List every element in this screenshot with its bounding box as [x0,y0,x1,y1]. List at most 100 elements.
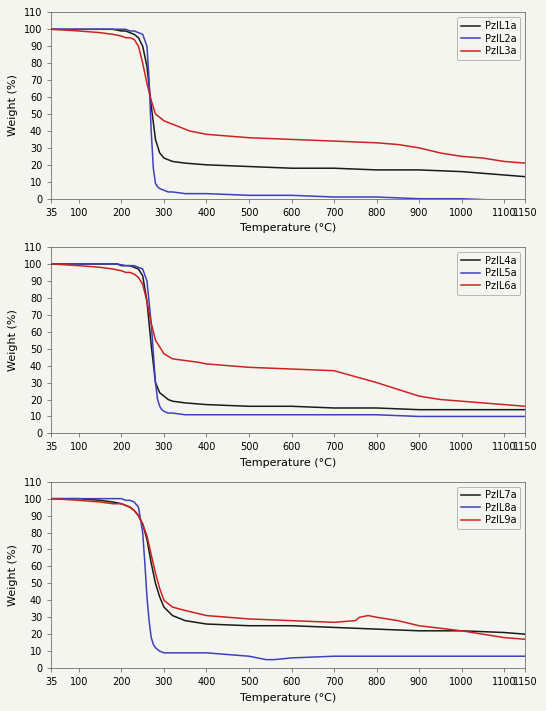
PzIL8a [141,559,148,567]
PzIL1a [157,149,163,157]
PzIL3a [501,157,507,166]
PzIL6a [437,395,443,404]
PzIL4a [203,400,210,409]
PzIL9a [127,503,133,511]
PzIL7a [501,629,507,637]
PzIL9a [152,569,159,577]
Line: PzIL3a: PzIL3a [51,29,525,163]
PzIL3a [127,33,133,42]
PzIL6a [97,263,103,272]
PzIL8a [135,503,142,511]
PzIL2a [127,27,133,36]
Line: PzIL9a: PzIL9a [51,498,525,639]
PzIL5a [331,410,337,419]
PzIL5a [182,410,188,419]
PzIL8a [114,494,121,503]
PzIL4a [416,405,423,414]
X-axis label: Temperature (°C): Temperature (°C) [240,223,336,233]
X-axis label: Temperature (°C): Temperature (°C) [240,458,336,468]
PzIL4a [127,262,133,270]
PzIL7a [161,603,167,611]
PzIL9a [395,616,401,625]
PzIL5a [501,412,507,421]
PzIL3a [131,35,138,43]
PzIL2a [169,188,176,196]
PzIL7a [144,535,150,544]
PzIL1a [118,27,124,36]
PzIL8a [97,494,103,503]
PzIL1a [458,167,465,176]
PzIL1a [76,25,82,33]
PzIL9a [118,499,124,508]
PzIL3a [144,79,150,87]
PzIL8a [139,528,146,537]
PzIL2a [416,194,423,203]
PzIL7a [157,593,163,602]
PzIL2a [144,42,150,50]
PzIL2a [288,191,295,200]
PzIL8a [271,656,278,664]
PzIL5a [155,395,161,404]
PzIL2a [148,127,155,135]
Line: PzIL5a: PzIL5a [51,264,525,417]
PzIL6a [148,319,155,328]
PzIL1a [373,166,380,174]
PzIL3a [161,117,167,125]
PzIL4a [169,397,176,405]
PzIL3a [331,137,337,145]
PzIL1a [288,164,295,173]
PzIL5a [97,260,103,268]
PzIL1a [416,166,423,174]
PzIL5a [165,409,171,417]
PzIL8a [48,494,55,503]
PzIL9a [131,506,138,515]
PzIL6a [169,355,176,363]
PzIL3a [288,135,295,144]
PzIL5a [122,262,129,270]
PzIL1a [48,25,55,33]
Line: PzIL8a: PzIL8a [51,498,525,660]
PzIL8a [458,652,465,661]
PzIL3a [522,159,529,167]
PzIL2a [161,186,167,195]
PzIL4a [501,405,507,414]
PzIL4a [182,399,188,407]
PzIL5a [114,260,121,268]
PzIL8a [182,648,188,657]
PzIL5a [416,412,423,421]
PzIL5a [169,409,176,417]
PzIL4a [97,260,103,268]
PzIL1a [148,101,155,109]
PzIL4a [157,388,163,397]
PzIL4a [114,260,121,268]
PzIL7a [135,511,142,520]
PzIL8a [157,647,163,656]
PzIL8a [288,653,295,662]
PzIL7a [458,626,465,635]
Y-axis label: Weight (%): Weight (%) [8,544,19,606]
Legend: PzIL7a, PzIL8a, PzIL9a: PzIL7a, PzIL8a, PzIL9a [457,486,520,529]
PzIL8a [331,652,337,661]
PzIL2a [155,183,161,191]
PzIL2a [182,189,188,198]
PzIL9a [182,606,188,615]
PzIL7a [118,499,124,508]
PzIL1a [182,159,188,167]
PzIL6a [522,402,529,410]
PzIL9a [110,499,116,508]
PzIL2a [203,189,210,198]
PzIL6a [122,268,129,277]
PzIL7a [48,494,55,503]
PzIL6a [110,264,116,273]
PzIL7a [373,625,380,634]
PzIL5a [131,262,138,270]
PzIL7a [246,621,252,630]
PzIL1a [135,33,142,42]
PzIL6a [152,336,159,344]
PzIL8a [122,496,129,505]
PzIL8a [152,643,159,652]
PzIL9a [139,520,146,528]
PzIL5a [157,402,163,410]
PzIL7a [110,498,116,506]
PzIL9a [356,613,363,621]
